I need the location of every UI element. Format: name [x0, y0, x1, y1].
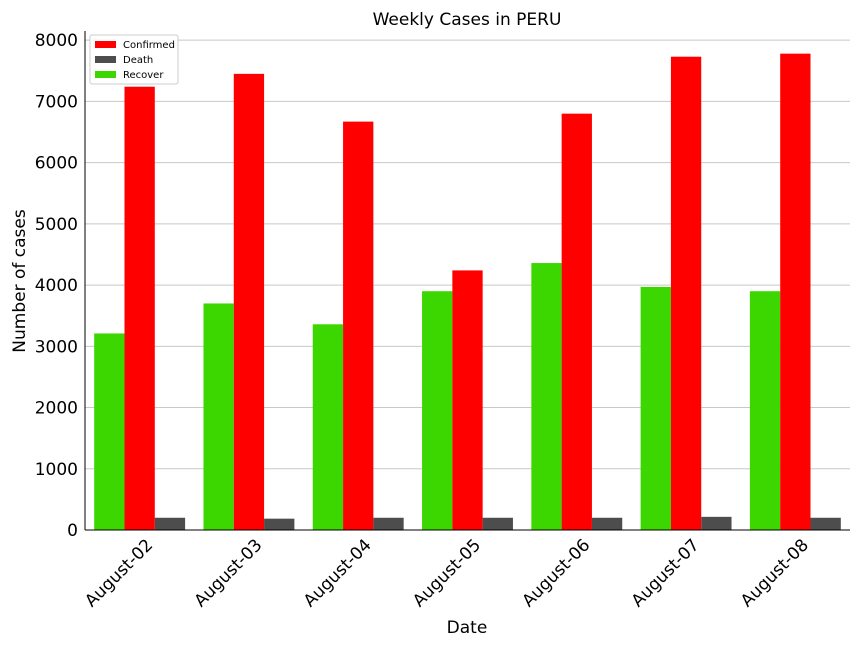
y-tick-label: 6000 [35, 154, 78, 174]
x-tick-label: August-05 [409, 535, 485, 611]
bar-confirmed [124, 86, 155, 531]
bar-confirmed [343, 121, 374, 530]
bar-recover [422, 291, 453, 530]
x-tick-label: August-04 [300, 535, 376, 611]
legend: Confirmed Death Recover [89, 34, 179, 85]
y-tick-label: 0 [67, 521, 78, 541]
x-tick-labels: August-02 August-03 August-04 August-05 Augu… [81, 535, 813, 611]
y-tick-label: 2000 [35, 399, 78, 419]
legend-label-recover: Recover [123, 70, 164, 81]
axes [84, 31, 850, 531]
y-tick-label: 3000 [35, 337, 78, 357]
chart-title: Weekly Cases in PERU [373, 10, 562, 30]
legend-label-confirmed: Confirmed [123, 40, 175, 51]
x-tick-label: August-08 [737, 535, 813, 611]
bar-confirmed [561, 113, 592, 531]
y-tick-label: 1000 [35, 460, 78, 480]
bar-confirmed [780, 53, 811, 530]
bar-confirmed [670, 56, 702, 531]
bar-death [373, 517, 404, 530]
bar-death [591, 517, 623, 530]
bar-recover [312, 324, 344, 530]
bars [94, 53, 841, 531]
bar-confirmed [233, 73, 265, 531]
legend-swatch-confirmed [95, 41, 116, 48]
bar-death [701, 516, 732, 530]
bar-death [482, 517, 513, 530]
y-axis-title: Number of cases [10, 209, 30, 353]
y-tick-label: 8000 [35, 31, 78, 51]
x-tick-label: August-07 [628, 535, 704, 611]
legend-label-death: Death [123, 55, 153, 66]
bar-recover [749, 291, 781, 530]
x-tick-label: August-02 [81, 535, 157, 611]
y-tick-label: 4000 [35, 276, 78, 296]
x-tick-label: August-06 [518, 535, 594, 611]
bar-recover [531, 263, 562, 530]
bar-death [810, 517, 841, 530]
x-tick-label: August-03 [191, 535, 267, 611]
legend-swatch-death [95, 56, 116, 63]
bar-recover [640, 286, 671, 530]
y-tick-labels: 0 1000 2000 3000 4000 5000 6000 7000 8000 [35, 31, 78, 541]
bar-recover [94, 333, 125, 530]
bar-death [264, 518, 295, 530]
bar-recover [203, 303, 234, 530]
y-tick-label: 7000 [35, 92, 78, 112]
bar-death [154, 517, 186, 530]
bar-confirmed [452, 270, 483, 530]
y-tick-label: 5000 [35, 215, 78, 235]
legend-swatch-recover [95, 71, 116, 78]
x-axis-title: Date [447, 618, 488, 638]
